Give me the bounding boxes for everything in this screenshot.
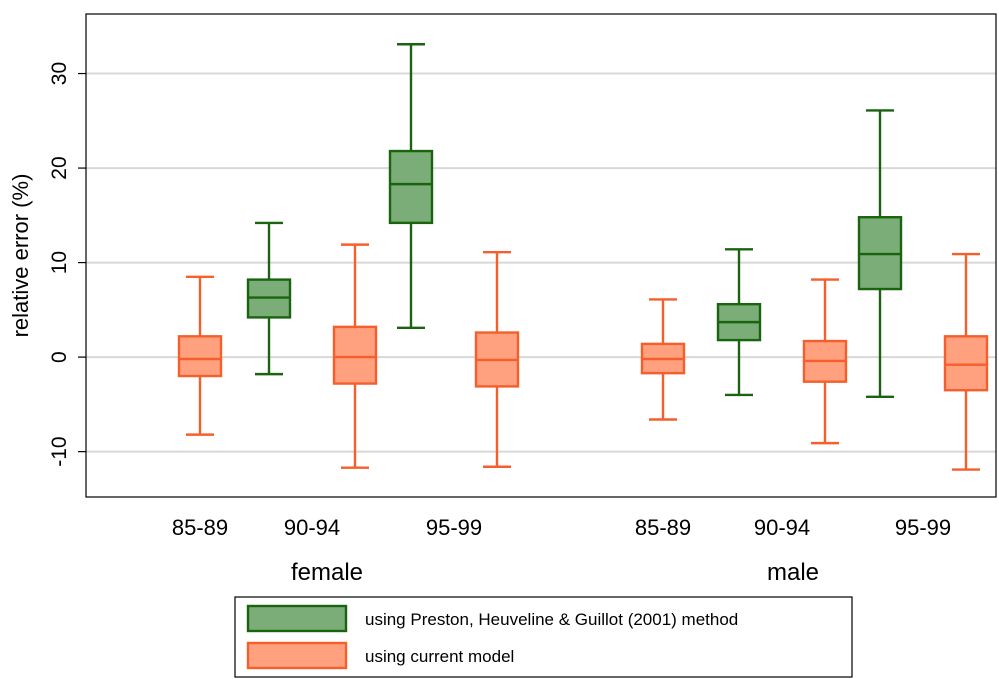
box-plots [177, 43, 989, 471]
box-iqr [332, 325, 378, 385]
box-iqr [388, 149, 434, 225]
y-axis-ticks: -10 0 10 20 30 [48, 62, 86, 467]
x-axis-ticks: 85-89 90-94 95-99 female 85-89 90-94 95-99 male [172, 515, 951, 586]
legend-item-preston: using Preston, Heuveline & Guillot (2001… [246, 604, 738, 633]
box-iqr [177, 335, 223, 378]
box-current-female-95-99 [474, 250, 520, 468]
box-current-female-85-89 [177, 275, 223, 436]
box-current-male-90-94 [802, 278, 848, 445]
group-label: male [767, 559, 819, 586]
box-current-female-90-94 [332, 243, 378, 469]
y-tick-label: 0 [48, 351, 71, 363]
legend: using Preston, Heuveline & Guillot (2001… [234, 596, 853, 678]
x-tick-label: 95-99 [895, 515, 951, 540]
plot-frame [85, 13, 997, 498]
legend-swatch [246, 604, 348, 633]
y-tick-label: 10 [48, 251, 71, 274]
box-preston-male-90-94 [716, 248, 762, 397]
box-iqr [943, 335, 989, 392]
box-preston-female-90-94 [246, 221, 292, 376]
legend-item-current: using current model [246, 641, 514, 670]
legend-label: using Preston, Heuveline & Guillot (2001… [365, 610, 738, 629]
box-current-male-95-99 [943, 252, 989, 471]
x-tick-label: 95-99 [426, 515, 482, 540]
box-preston-female-95-99 [388, 43, 434, 330]
x-tick-label: 90-94 [754, 515, 810, 540]
x-tick-label: 90-94 [284, 515, 340, 540]
x-tick-label: 85-89 [635, 515, 691, 540]
y-tick-label: -10 [48, 436, 71, 466]
y-tick-label: 30 [48, 62, 71, 85]
y-axis-label: relative error (%) [8, 174, 33, 338]
y-tick-label: 20 [48, 156, 71, 179]
group-label: female [291, 559, 363, 586]
legend-label: using current model [365, 647, 514, 666]
legend-swatch [246, 641, 348, 670]
x-tick-label: 85-89 [172, 515, 228, 540]
box-preston-male-95-99 [857, 109, 903, 399]
box-current-male-85-89 [640, 298, 686, 421]
